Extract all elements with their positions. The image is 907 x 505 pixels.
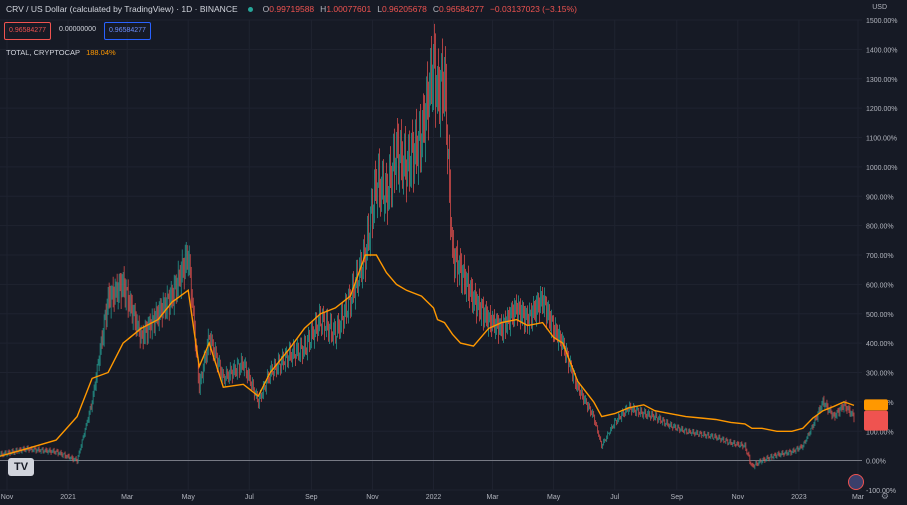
y-tick-label: 100.00%	[866, 429, 894, 436]
y-tick-label: 400.00%	[866, 341, 894, 348]
time-scale[interactable]: Nov 2021 Mar May Jul Sep Nov 2022 Mar May Jul Sep No…	[1, 494, 865, 501]
tradingview-logo-icon[interactable]: TV	[8, 458, 34, 476]
y-tick-label: 1100.00%	[866, 136, 897, 143]
x-tick-label: 2022	[426, 494, 442, 501]
overlay-series	[0, 254, 855, 457]
price-scale[interactable]: 1500.00% 1400.00% 1300.00% 1200.00% 1100.00%…	[866, 18, 898, 495]
x-tick-label: 2021	[60, 494, 76, 501]
y-tick-label: 900.00%	[866, 194, 894, 201]
y-tick-label: 1200.00%	[866, 106, 898, 113]
buy-button[interactable]: 0.96584277	[103, 22, 151, 40]
market-status-icon	[247, 6, 253, 12]
y-tick-label: 700.00%	[866, 253, 894, 260]
x-tick-label: Nov	[732, 494, 745, 501]
trade-boxes: 0.96584277 0.00000000 0.96584277	[4, 22, 151, 40]
y-tick-label: 500.00%	[866, 312, 894, 319]
y-tick-label: 0.00%	[866, 459, 886, 466]
candle-series	[0, 23, 855, 470]
x-tick-label: 2023	[791, 494, 807, 501]
x-tick-label: Jul	[245, 494, 254, 501]
ohlc-open: O0.99719588	[262, 4, 315, 14]
ohlc-low: L0.96205678	[377, 4, 427, 14]
overlay-name: TOTAL, CRYPTOCAP	[6, 48, 81, 57]
y-tick-label: 1400.00%	[866, 47, 898, 54]
sell-button[interactable]: 0.96584277	[4, 22, 51, 40]
y-tick-label: 1500.00%	[866, 18, 898, 25]
ohlc-close: C0.96584277	[432, 4, 484, 14]
y-tick-label: 800.00%	[866, 224, 894, 231]
chart-legend: CRV / US Dollar (calculated by TradingVi…	[6, 4, 577, 14]
last-value-markers	[864, 399, 888, 431]
x-tick-label: Nov	[1, 494, 14, 501]
flag-icon[interactable]	[848, 474, 864, 490]
currency-unit[interactable]: USD	[872, 4, 887, 11]
y-tick-label: 1000.00%	[866, 165, 898, 172]
overlay-line	[0, 254, 855, 457]
ohlc-high: H1.00077601	[320, 4, 372, 14]
ohlc-change: −0.03137023 (−3.15%)	[489, 4, 577, 14]
x-tick-label: Mar	[852, 494, 865, 501]
y-tick-label: -100.00%	[866, 488, 896, 495]
y-tick-label: 300.00%	[866, 371, 894, 378]
gear-icon[interactable]: ⚙	[880, 491, 889, 501]
overlay-last-value-tag	[864, 399, 888, 411]
x-tick-label: May	[547, 494, 561, 501]
x-tick-label: Jul	[610, 494, 619, 501]
x-tick-label: Sep	[671, 494, 684, 501]
x-tick-label: May	[182, 494, 196, 501]
spread-value: 0.00000000	[58, 26, 96, 33]
symbol-title[interactable]: CRV / US Dollar (calculated by TradingVi…	[6, 4, 238, 14]
overlay-legend[interactable]: TOTAL, CRYPTOCAP 188.04%	[6, 48, 116, 57]
x-tick-label: Mar	[487, 494, 500, 501]
price-last-value-tag	[864, 410, 888, 431]
y-tick-label: 1300.00%	[866, 77, 898, 84]
x-tick-label: Sep	[305, 494, 318, 501]
overlay-value: 188.04%	[86, 48, 116, 57]
x-tick-label: Nov	[366, 494, 379, 501]
y-tick-label: 600.00%	[866, 282, 894, 289]
x-tick-label: Mar	[121, 494, 134, 501]
grid-lines	[0, 19, 862, 491]
